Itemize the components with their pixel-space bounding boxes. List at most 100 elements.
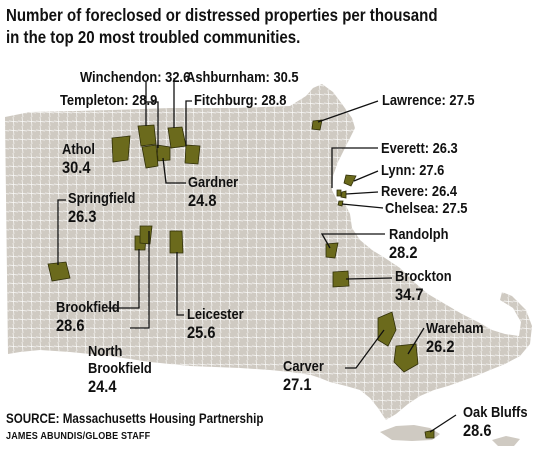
leader-line-brookfield (108, 249, 140, 309)
label-north-brookfield: North Brookfield 24.4 (88, 343, 152, 396)
town-shape-athol (111, 135, 131, 163)
label-wareham-value: 26.2 (426, 337, 455, 356)
label-templeton-value: 28.9 (132, 92, 158, 109)
map-title: Number of foreclosed or distressed prope… (6, 4, 460, 48)
label-lynn: Lynn: 27.6 (381, 162, 444, 180)
label-chelsea-name: Chelsea: (385, 200, 439, 217)
leader-line-lynn (353, 170, 379, 182)
map-title-line-2: in the top 20 most troubled communities. (6, 27, 301, 47)
label-north-brookfield-name-line-1: North (88, 343, 123, 360)
label-leicester-name: Leicester (187, 306, 244, 323)
label-springfield-name: Springfield (68, 190, 136, 207)
town-shape-wareham (393, 343, 419, 373)
label-gardner-name: Gardner (188, 174, 239, 191)
leader-line-revere (345, 191, 379, 195)
leader-line-oak-bluffs (429, 414, 457, 433)
label-oak-bluffs-value: 28.6 (463, 421, 492, 440)
leader-line-leicester (176, 252, 184, 316)
label-winchendon-name: Winchendon: (80, 69, 162, 86)
leader-line-gardner (162, 157, 186, 184)
label-brockton-value: 34.7 (395, 285, 424, 304)
label-winchendon: Winchendon: 32.6 (80, 69, 190, 87)
nantucket (492, 436, 520, 446)
label-ashburnham-name: Ashburnham: (186, 69, 270, 86)
town-shape-lynn (343, 174, 357, 187)
town-shape-lawrence (311, 119, 323, 131)
town-shape-winchendon (137, 124, 157, 147)
town-shape-brockton (332, 270, 350, 288)
label-templeton: Templeton: 28.9 (60, 92, 157, 110)
label-brookfield-name: Brookfield (56, 299, 120, 316)
town-shape-north-brookfield (139, 225, 153, 245)
label-oak-bluffs-name: Oak Bluffs (463, 404, 528, 421)
town-shape-gardner (156, 144, 171, 162)
label-randolph-value: 28.2 (389, 243, 418, 262)
leader-line-randolph (320, 233, 385, 249)
town-shape-chelsea (337, 200, 344, 207)
label-oak-bluffs: Oak Bluffs 28.6 (463, 404, 528, 440)
label-ashburnham: Ashburnham: 30.5 (186, 69, 299, 87)
label-ashburnham-value: 30.5 (273, 69, 299, 86)
town-shape-revere (340, 190, 347, 199)
credit-line: JAMES ABUNDIS/GLOBE STAFF (6, 430, 151, 442)
label-springfield-value: 26.3 (68, 207, 97, 226)
label-randolph-name: Randolph (389, 226, 449, 243)
label-carver-name: Carver (283, 358, 324, 375)
leader-line-templeton (146, 101, 159, 148)
label-lawrence-name: Lawrence: (382, 92, 446, 109)
label-gardner-value: 24.8 (188, 191, 217, 210)
label-chelsea-value: 27.5 (442, 200, 468, 217)
leader-line-carver (345, 329, 385, 369)
label-brookfield: Brookfield 28.6 (56, 299, 120, 335)
label-lynn-value: 27.6 (419, 162, 445, 179)
town-boundaries (5, 84, 532, 420)
label-athol: Athol 30.4 (62, 141, 95, 177)
town-shape-everett (336, 189, 342, 197)
marthas-vineyard (380, 425, 440, 441)
leader-line-lawrence (317, 100, 379, 123)
leader-line-chelsea (341, 203, 384, 209)
source-note: SOURCE: Massachusetts Housing Partnershi… (6, 411, 264, 426)
label-wareham-name: Wareham (426, 320, 484, 337)
leader-line-springfield (57, 199, 66, 265)
label-leicester: Leicester 25.6 (187, 306, 244, 342)
label-fitchburg-value: 28.8 (261, 92, 287, 109)
label-randolph: Randolph 28.2 (389, 226, 448, 262)
state-outline (5, 84, 532, 446)
label-revere-name: Revere: (381, 183, 429, 200)
label-fitchburg: Fitchburg: 28.8 (194, 92, 286, 110)
leader-line-everett (331, 147, 378, 188)
leader-line-wareham (407, 327, 425, 355)
label-lawrence-value: 27.5 (449, 92, 475, 109)
label-athol-value: 30.4 (62, 158, 91, 177)
label-north-brookfield-value: 24.4 (88, 377, 117, 396)
label-gardner: Gardner 24.8 (188, 174, 238, 210)
town-shape-templeton (141, 144, 159, 169)
map-title-line-1: Number of foreclosed or distressed prope… (6, 5, 438, 25)
label-wareham: Wareham 26.2 (426, 320, 484, 356)
leader-line-north-brookfield (130, 231, 150, 329)
label-lawrence: Lawrence: 27.5 (382, 92, 475, 110)
town-shape-carver (377, 311, 397, 347)
label-leicester-value: 25.6 (187, 323, 216, 342)
label-brockton-name: Brockton (395, 268, 452, 285)
leader-line-fitchburg (185, 100, 192, 146)
label-templeton-name: Templeton: (60, 92, 129, 109)
leader-lines (57, 78, 457, 433)
label-north-brookfield-name-line-2: Brookfield (88, 360, 152, 377)
label-brockton: Brockton 34.7 (395, 268, 452, 304)
town-shape-leicester (169, 230, 184, 254)
label-everett: Everett: 26.3 (381, 140, 458, 158)
label-revere-value: 26.4 (431, 183, 458, 200)
town-shape-springfield (47, 261, 71, 282)
label-chelsea: Chelsea: 27.5 (385, 200, 467, 218)
label-springfield: Springfield 26.3 (68, 190, 135, 226)
label-brookfield-value: 28.6 (56, 316, 85, 335)
leader-line-brockton (345, 277, 393, 280)
label-winchendon-value: 32.6 (165, 69, 191, 86)
label-everett-name: Everett: (381, 140, 430, 157)
label-carver: Carver 27.1 (283, 358, 324, 394)
label-fitchburg-name: Fitchburg: (194, 92, 258, 109)
label-revere: Revere: 26.4 (381, 183, 457, 201)
